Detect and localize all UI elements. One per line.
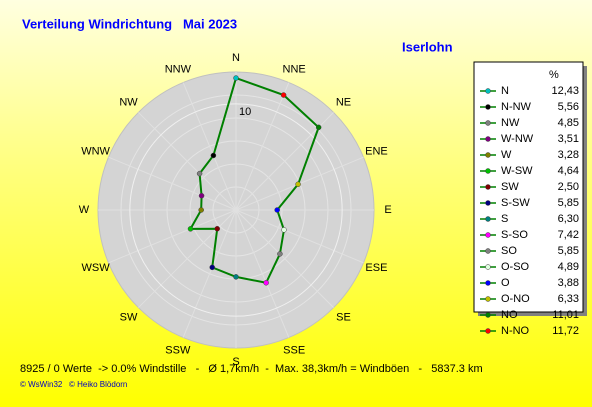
direction-label: SSE [283,344,305,356]
legend-label: O-NO [501,293,530,305]
legend-label: N-NW [501,101,532,113]
legend-value: 4,89 [558,261,579,273]
footer: 8925 / 0 Werte -> 0.0% Windstille - Ø 1,… [20,363,483,375]
radar-point [210,152,217,159]
legend-value: 4,64 [558,165,579,177]
legend-label: NO [501,309,518,321]
direction-label: ESE [365,262,387,274]
spoke [108,156,237,211]
legend-value: 5,85 [558,197,579,209]
legend-label: S-SW [501,197,530,209]
radar-point [187,226,194,232]
legend-value: 11,01 [552,309,579,321]
direction-label: ENE [365,146,388,158]
legend-marker [485,216,491,222]
radar-point [214,226,220,232]
legend-value: 3,28 [558,149,579,161]
spoke [138,209,237,308]
legend-marker [485,232,491,238]
legend-value: 11,72 [552,325,579,337]
legend-marker [485,264,491,270]
spoke [182,82,237,211]
radar-point [315,124,322,131]
legend-marker [485,280,491,286]
legend-header: % [549,69,559,81]
legend-label: N-NO [501,325,530,337]
direction-label: SE [336,311,351,323]
radar-point [233,75,239,81]
direction-label: WNW [81,146,110,158]
legend-value: 3,88 [558,277,579,289]
radar-point [280,92,287,98]
legend-marker [485,136,491,142]
legend-marker [485,152,491,158]
direction-label: E [384,204,391,216]
legend-value: 2,50 [558,181,579,193]
radar-point [263,280,269,286]
legend-marker [485,296,491,302]
radar-point [198,192,205,199]
r-tick-label: 10 [239,106,251,118]
legend-label: SW [501,181,519,193]
radar-point [196,170,203,177]
legend-label: SO [501,245,517,257]
grid-ring [129,103,343,317]
spoke [108,209,237,264]
copyright: © WsWin32 © Heiko Blödorn [20,380,127,389]
spoke [235,82,290,211]
direction-label: WSW [82,262,111,274]
legend-value: 3,51 [558,133,579,145]
legend-label: N [501,85,509,97]
direction-label: SW [120,311,138,323]
legend-label: W [501,149,512,161]
spoke [235,209,290,338]
legend-value: 4,85 [558,117,579,129]
legend-marker [485,328,491,334]
legend-label: W-NW [501,133,534,145]
direction-label: N [232,52,240,64]
legend-marker [485,88,491,94]
legend-marker [485,168,491,174]
spoke [182,209,237,338]
radar-point [277,251,283,257]
legend-label: S-SO [501,229,528,241]
legend-label: W-SW [501,165,533,177]
legend-value: 6,33 [558,293,579,305]
direction-label: SSW [165,344,191,356]
legend-marker [485,248,491,254]
radar-point [233,274,239,280]
chart-subtitle: Iserlohn [402,39,453,54]
legend-label: O [501,277,510,289]
direction-label: S [232,356,239,368]
radar-point [295,181,301,188]
legend-label: NW [501,117,520,129]
legend-marker [485,184,491,190]
direction-label: W [79,204,90,216]
legend-marker [485,120,491,126]
legend-marker [485,200,491,206]
direction-label: NNE [283,63,306,75]
spoke [235,209,334,308]
spoke [235,209,364,264]
legend-value: 6,30 [558,213,579,225]
legend-value: 7,42 [558,229,579,241]
legend-label: O-SO [501,261,530,273]
legend-value: 12,43 [551,85,579,97]
radar-point [281,227,287,233]
direction-label: NW [119,96,138,108]
spoke [138,112,237,211]
direction-label: NNW [165,63,192,75]
chart-title: Verteilung Windrichtung Mai 2023 [22,16,237,31]
legend-value: 5,56 [558,101,579,113]
radar-point [209,264,215,271]
legend-marker [485,104,491,110]
direction-label: NE [336,96,351,108]
radar-point [274,207,280,213]
legend-label: S [501,213,508,225]
legend-marker [485,312,491,318]
legend-value: 5,85 [558,245,579,257]
radar-point [198,207,204,213]
